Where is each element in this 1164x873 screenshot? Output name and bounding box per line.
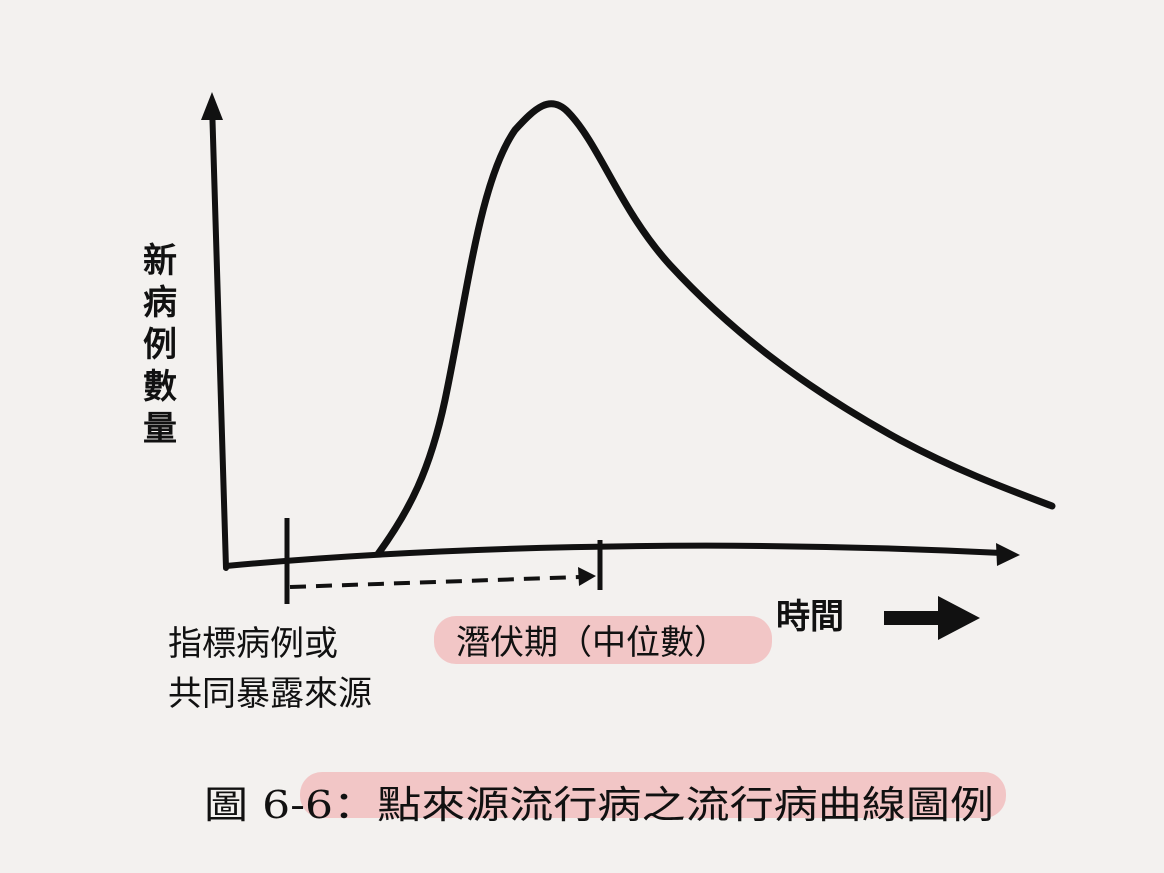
start-marker-label-line2: 共同暴露來源	[168, 674, 372, 714]
start-marker-label-line1: 指標病例或	[168, 624, 338, 664]
x-axis-label: 時間	[776, 597, 844, 637]
y-label-char-3: 例	[143, 325, 177, 365]
y-label-char-4: 數	[143, 367, 177, 407]
y-axis-arrowhead	[201, 92, 223, 120]
time-direction-arrow	[884, 596, 980, 640]
epidemic-curve	[374, 100, 1056, 558]
x-axis	[223, 542, 1005, 569]
incubation-label-highlight	[434, 616, 772, 664]
y-label-char-1: 新	[143, 241, 177, 281]
incubation-arrowhead	[578, 567, 596, 586]
y-label-char-5: 量	[143, 409, 177, 449]
caption-highlight	[300, 772, 1006, 818]
incubation-label: 潛伏期（中位數）	[456, 623, 728, 663]
y-axis	[209, 101, 229, 571]
incubation-dashed-arrow	[289, 575, 581, 589]
y-label-char-2: 病	[143, 283, 177, 323]
y-axis-label: 新 病 例 數 量	[143, 241, 177, 449]
x-axis-arrowhead	[996, 543, 1020, 566]
figure-caption: 圖 6-6：點來源流行病之流行病曲線圖例	[204, 783, 994, 827]
